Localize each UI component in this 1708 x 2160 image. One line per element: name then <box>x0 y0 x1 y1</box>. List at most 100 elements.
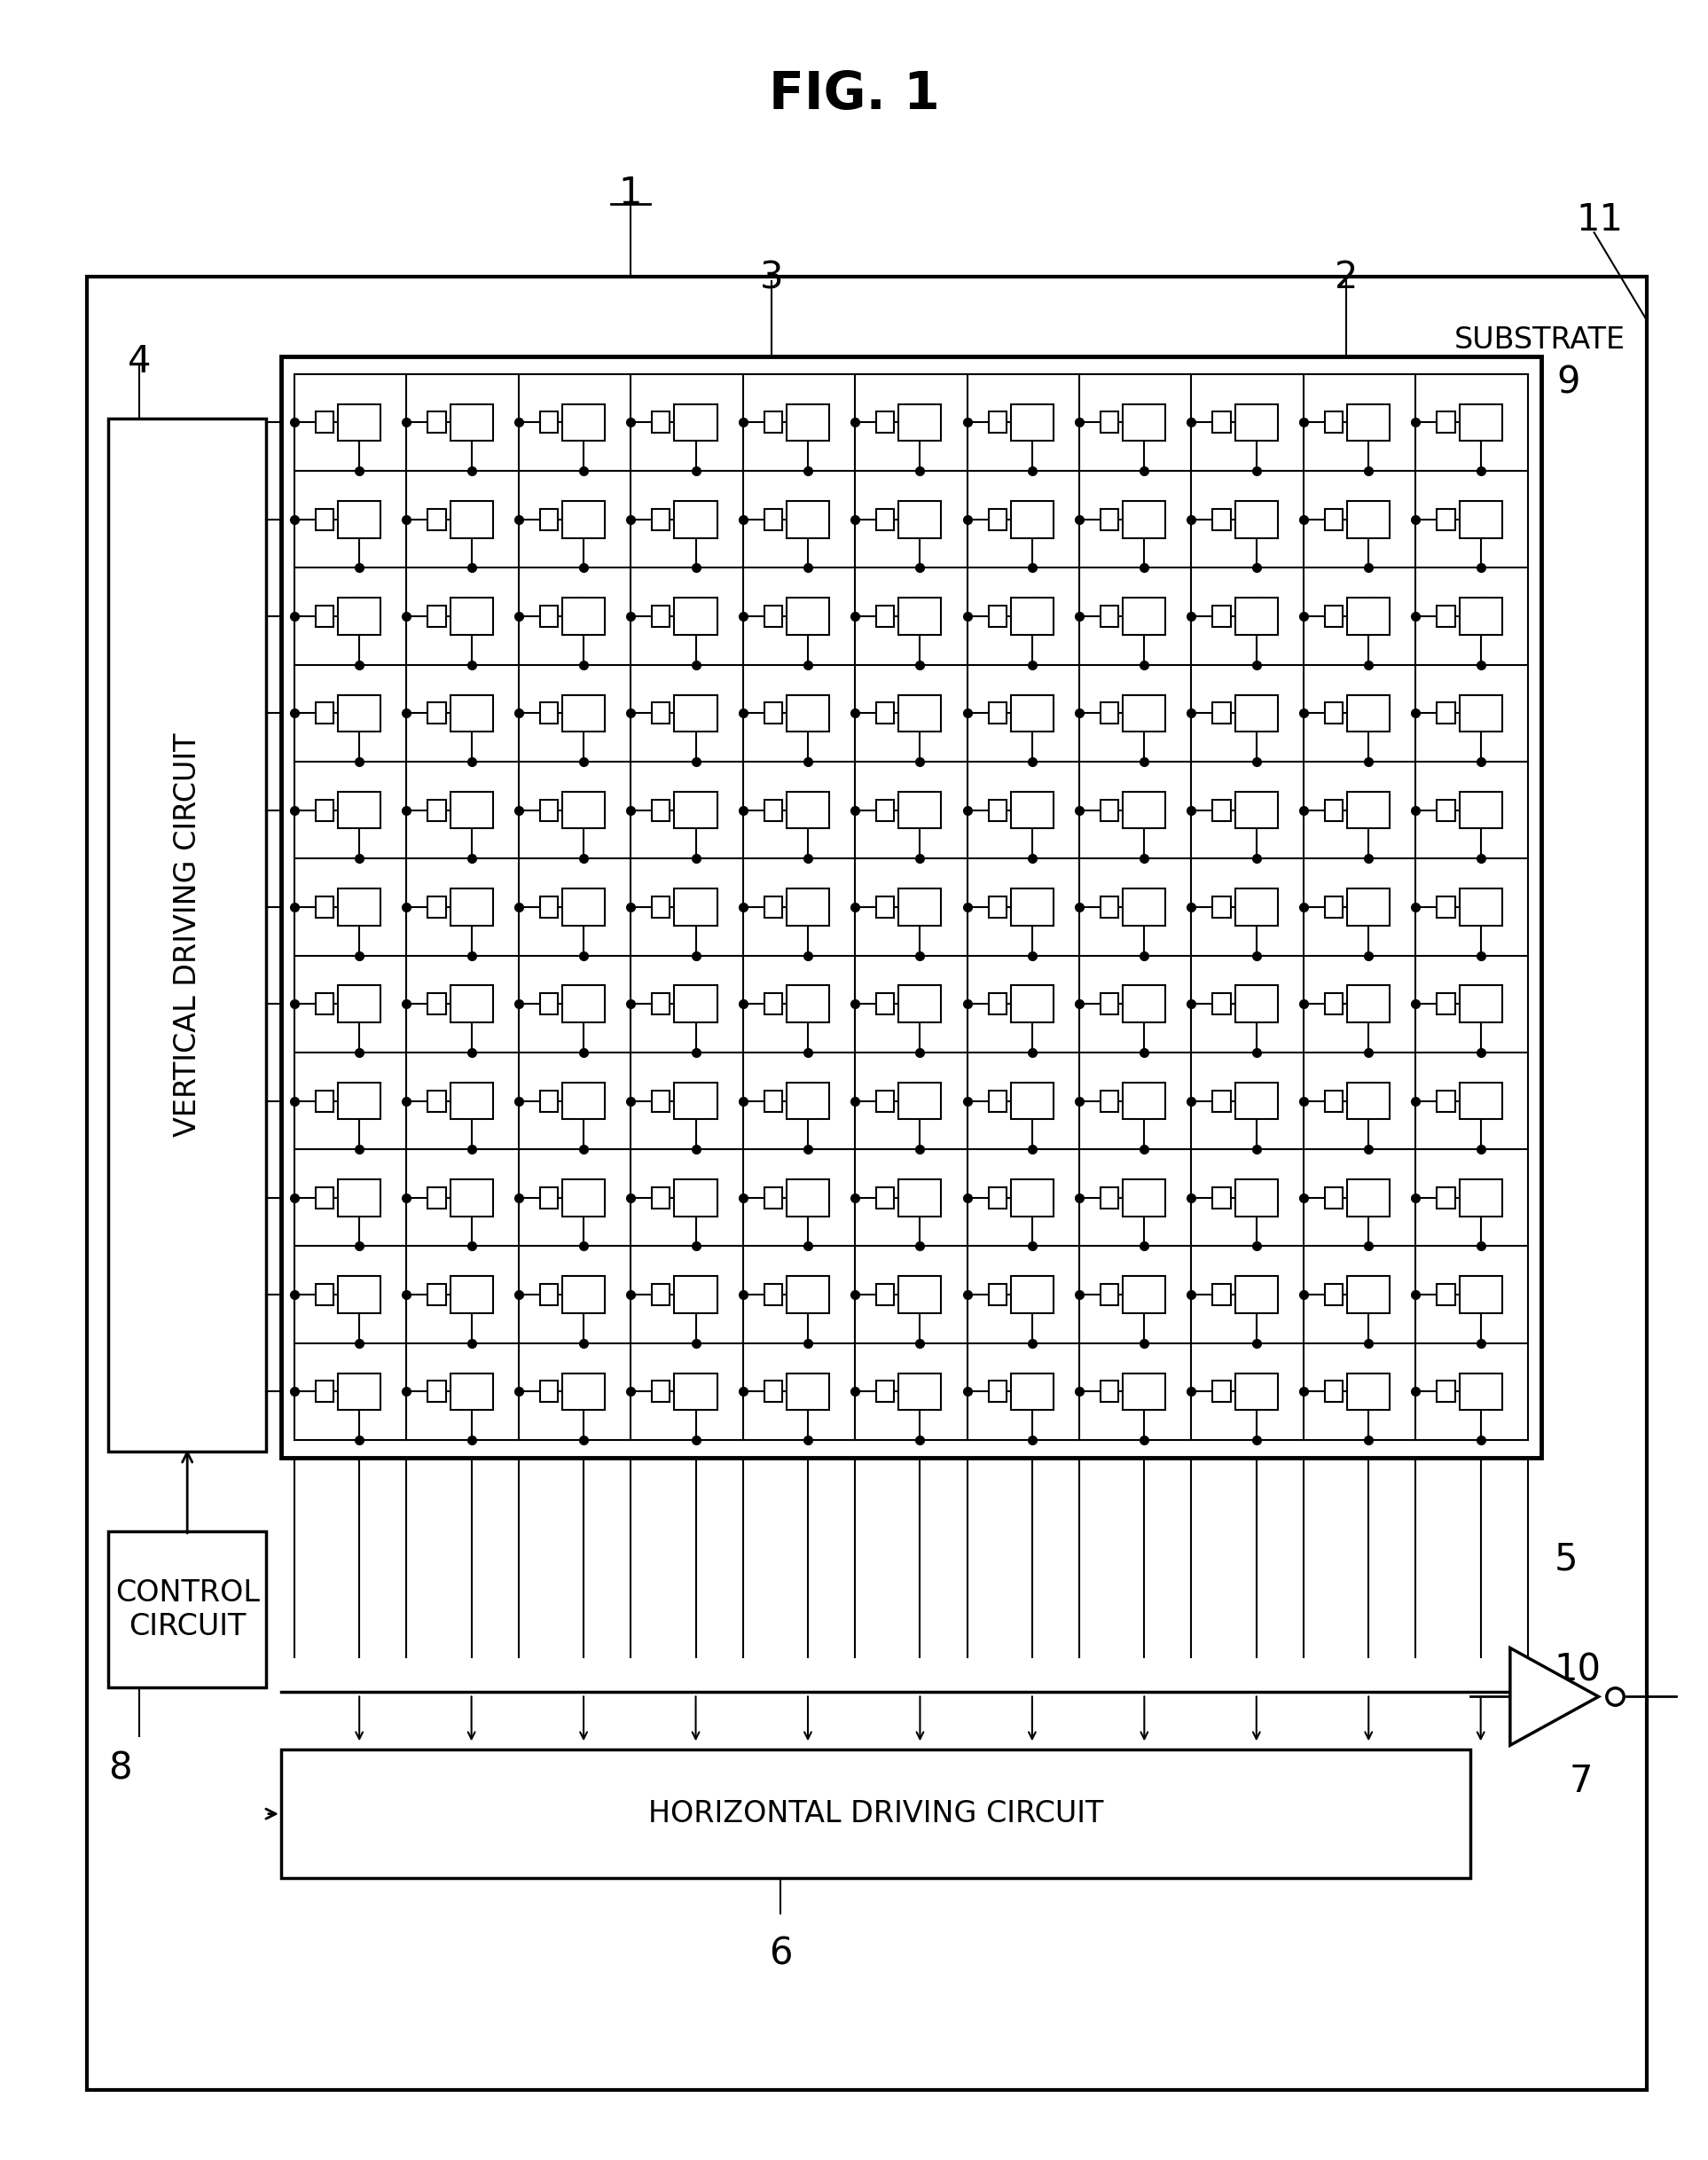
Bar <box>675 888 717 924</box>
Bar <box>876 1188 895 1207</box>
Bar <box>451 793 492 829</box>
Bar <box>1235 1374 1278 1410</box>
Bar <box>1100 702 1119 724</box>
Bar <box>675 696 717 732</box>
Bar <box>109 1531 266 1687</box>
Bar <box>451 501 492 538</box>
Bar <box>1213 1091 1231 1112</box>
Bar <box>1235 501 1278 538</box>
Bar <box>451 985 492 1022</box>
Bar <box>763 510 782 529</box>
Text: 2: 2 <box>1336 259 1358 296</box>
Bar <box>338 985 381 1022</box>
Text: 5: 5 <box>1554 1540 1578 1579</box>
Bar <box>763 994 782 1015</box>
Text: SUBSTRATE: SUBSTRATE <box>1454 326 1624 354</box>
Bar <box>1100 1380 1119 1402</box>
Bar <box>1325 896 1342 918</box>
Bar <box>1348 1374 1390 1410</box>
Bar <box>763 413 782 434</box>
Bar <box>763 896 782 918</box>
Bar <box>316 1283 333 1305</box>
Bar <box>652 605 670 626</box>
Bar <box>562 1277 605 1313</box>
Bar <box>652 896 670 918</box>
Bar <box>1122 404 1165 441</box>
Bar <box>1122 1277 1165 1313</box>
Bar <box>1348 1082 1390 1119</box>
Bar <box>898 1082 941 1119</box>
Bar <box>989 799 1006 821</box>
Bar <box>562 888 605 924</box>
Bar <box>898 793 941 829</box>
Bar <box>989 605 1006 626</box>
Bar <box>1436 1188 1455 1207</box>
Bar <box>562 1374 605 1410</box>
Bar <box>1325 994 1342 1015</box>
Bar <box>876 413 895 434</box>
Bar <box>1011 985 1054 1022</box>
Bar <box>1325 605 1342 626</box>
Bar <box>652 1091 670 1112</box>
Bar <box>763 605 782 626</box>
Bar <box>427 605 446 626</box>
Bar <box>1011 501 1054 538</box>
Bar <box>540 702 559 724</box>
Bar <box>338 1374 381 1410</box>
Bar <box>675 598 717 635</box>
Bar <box>1325 799 1342 821</box>
Bar <box>787 1374 828 1410</box>
Bar <box>316 1380 333 1402</box>
Bar <box>876 702 895 724</box>
Bar <box>1325 1188 1342 1207</box>
Bar <box>427 702 446 724</box>
Bar <box>898 501 941 538</box>
Bar <box>451 598 492 635</box>
Bar <box>787 1082 828 1119</box>
Bar <box>675 1179 717 1216</box>
Bar <box>282 1750 1471 1877</box>
Bar <box>1436 510 1455 529</box>
Bar <box>989 510 1006 529</box>
Bar <box>338 1179 381 1216</box>
Bar <box>1213 413 1231 434</box>
Bar <box>652 1380 670 1402</box>
Bar <box>562 985 605 1022</box>
Bar <box>1436 994 1455 1015</box>
Bar <box>1235 985 1278 1022</box>
Bar <box>1348 598 1390 635</box>
Text: 7: 7 <box>1570 1763 1592 1799</box>
Bar <box>316 994 333 1015</box>
Bar <box>338 404 381 441</box>
Bar <box>652 1283 670 1305</box>
Bar <box>1100 1283 1119 1305</box>
Bar <box>316 1188 333 1207</box>
Bar <box>1459 501 1501 538</box>
Bar <box>562 1179 605 1216</box>
Bar <box>338 598 381 635</box>
Bar <box>338 793 381 829</box>
Text: VERTICAL DRIVING CIRCUIT: VERTICAL DRIVING CIRCUIT <box>173 732 202 1136</box>
Bar <box>427 896 446 918</box>
Bar <box>787 793 828 829</box>
Bar <box>451 888 492 924</box>
Bar <box>1325 413 1342 434</box>
Bar <box>787 404 828 441</box>
Bar <box>540 994 559 1015</box>
Bar <box>787 696 828 732</box>
Bar <box>787 501 828 538</box>
Bar <box>1213 896 1231 918</box>
Bar <box>1213 994 1231 1015</box>
Bar <box>427 510 446 529</box>
Bar <box>675 404 717 441</box>
Bar <box>876 1380 895 1402</box>
Bar <box>1325 1380 1342 1402</box>
Text: 6: 6 <box>769 1935 793 1972</box>
Bar <box>898 1277 941 1313</box>
Bar <box>876 1091 895 1112</box>
Bar <box>562 1082 605 1119</box>
Bar <box>1100 510 1119 529</box>
Bar <box>316 510 333 529</box>
Text: HORIZONTAL DRIVING CIRCUIT: HORIZONTAL DRIVING CIRCUIT <box>647 1799 1103 1830</box>
Bar <box>1459 888 1501 924</box>
